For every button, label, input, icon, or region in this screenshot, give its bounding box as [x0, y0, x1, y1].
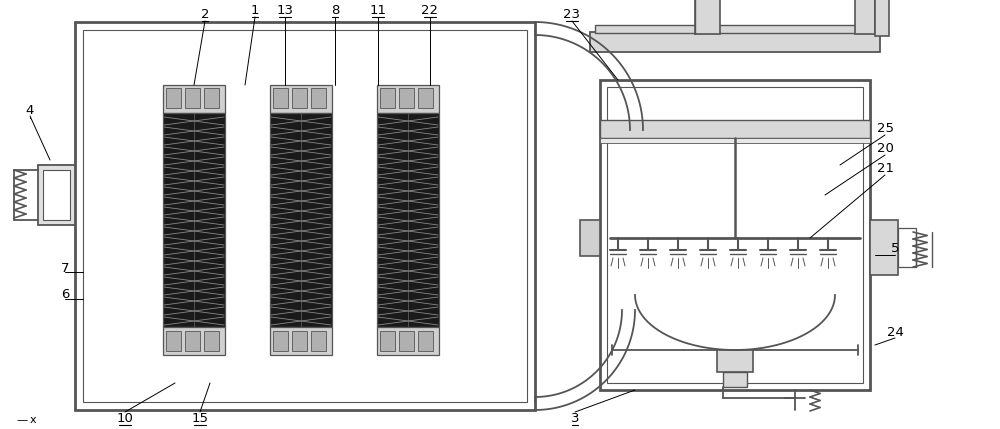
- Bar: [399, 331, 414, 351]
- Bar: [270, 327, 332, 355]
- Bar: [600, 138, 870, 143]
- Text: 11: 11: [370, 3, 386, 16]
- Text: x: x: [30, 415, 36, 425]
- Bar: [875, 0, 889, 36]
- Bar: [418, 88, 433, 108]
- Bar: [166, 88, 181, 108]
- Bar: [292, 88, 307, 108]
- Text: 25: 25: [876, 121, 894, 135]
- Bar: [607, 87, 863, 383]
- Text: 5: 5: [891, 242, 899, 254]
- Text: 2: 2: [201, 7, 209, 21]
- Bar: [418, 331, 433, 351]
- Text: 10: 10: [117, 411, 133, 425]
- Bar: [273, 88, 288, 108]
- Text: 22: 22: [422, 3, 438, 16]
- Bar: [590, 32, 880, 52]
- Bar: [43, 170, 70, 220]
- Bar: [38, 165, 75, 225]
- Text: 20: 20: [877, 142, 893, 154]
- Bar: [83, 30, 527, 402]
- Text: 3: 3: [571, 411, 579, 425]
- Bar: [600, 80, 870, 390]
- Text: 7: 7: [61, 262, 69, 275]
- Text: 1: 1: [251, 3, 259, 16]
- Text: 4: 4: [26, 103, 34, 117]
- Bar: [898, 228, 916, 267]
- Bar: [204, 331, 219, 351]
- Bar: [185, 331, 200, 351]
- Text: 24: 24: [887, 326, 903, 338]
- Bar: [600, 120, 870, 138]
- Bar: [311, 88, 326, 108]
- Bar: [273, 331, 288, 351]
- Bar: [717, 350, 753, 372]
- Bar: [270, 85, 332, 113]
- Text: 13: 13: [276, 3, 294, 16]
- Bar: [580, 220, 600, 256]
- Bar: [163, 327, 225, 355]
- Bar: [185, 88, 200, 108]
- Bar: [695, 0, 720, 34]
- Bar: [163, 113, 225, 327]
- Bar: [855, 0, 875, 34]
- Text: 21: 21: [876, 161, 894, 175]
- Text: 6: 6: [61, 288, 69, 302]
- Text: 15: 15: [192, 411, 208, 425]
- Bar: [377, 327, 439, 355]
- Bar: [377, 85, 439, 113]
- Text: 8: 8: [331, 3, 339, 16]
- Bar: [377, 113, 439, 327]
- Bar: [166, 331, 181, 351]
- Bar: [399, 88, 414, 108]
- Bar: [75, 22, 535, 410]
- Bar: [380, 331, 395, 351]
- Text: 23: 23: [564, 7, 580, 21]
- Bar: [163, 85, 225, 113]
- Bar: [292, 331, 307, 351]
- Bar: [595, 25, 875, 33]
- Bar: [380, 88, 395, 108]
- Bar: [870, 220, 898, 275]
- Bar: [270, 113, 332, 327]
- Bar: [311, 331, 326, 351]
- Bar: [723, 372, 747, 387]
- Bar: [204, 88, 219, 108]
- Text: —: —: [16, 415, 28, 425]
